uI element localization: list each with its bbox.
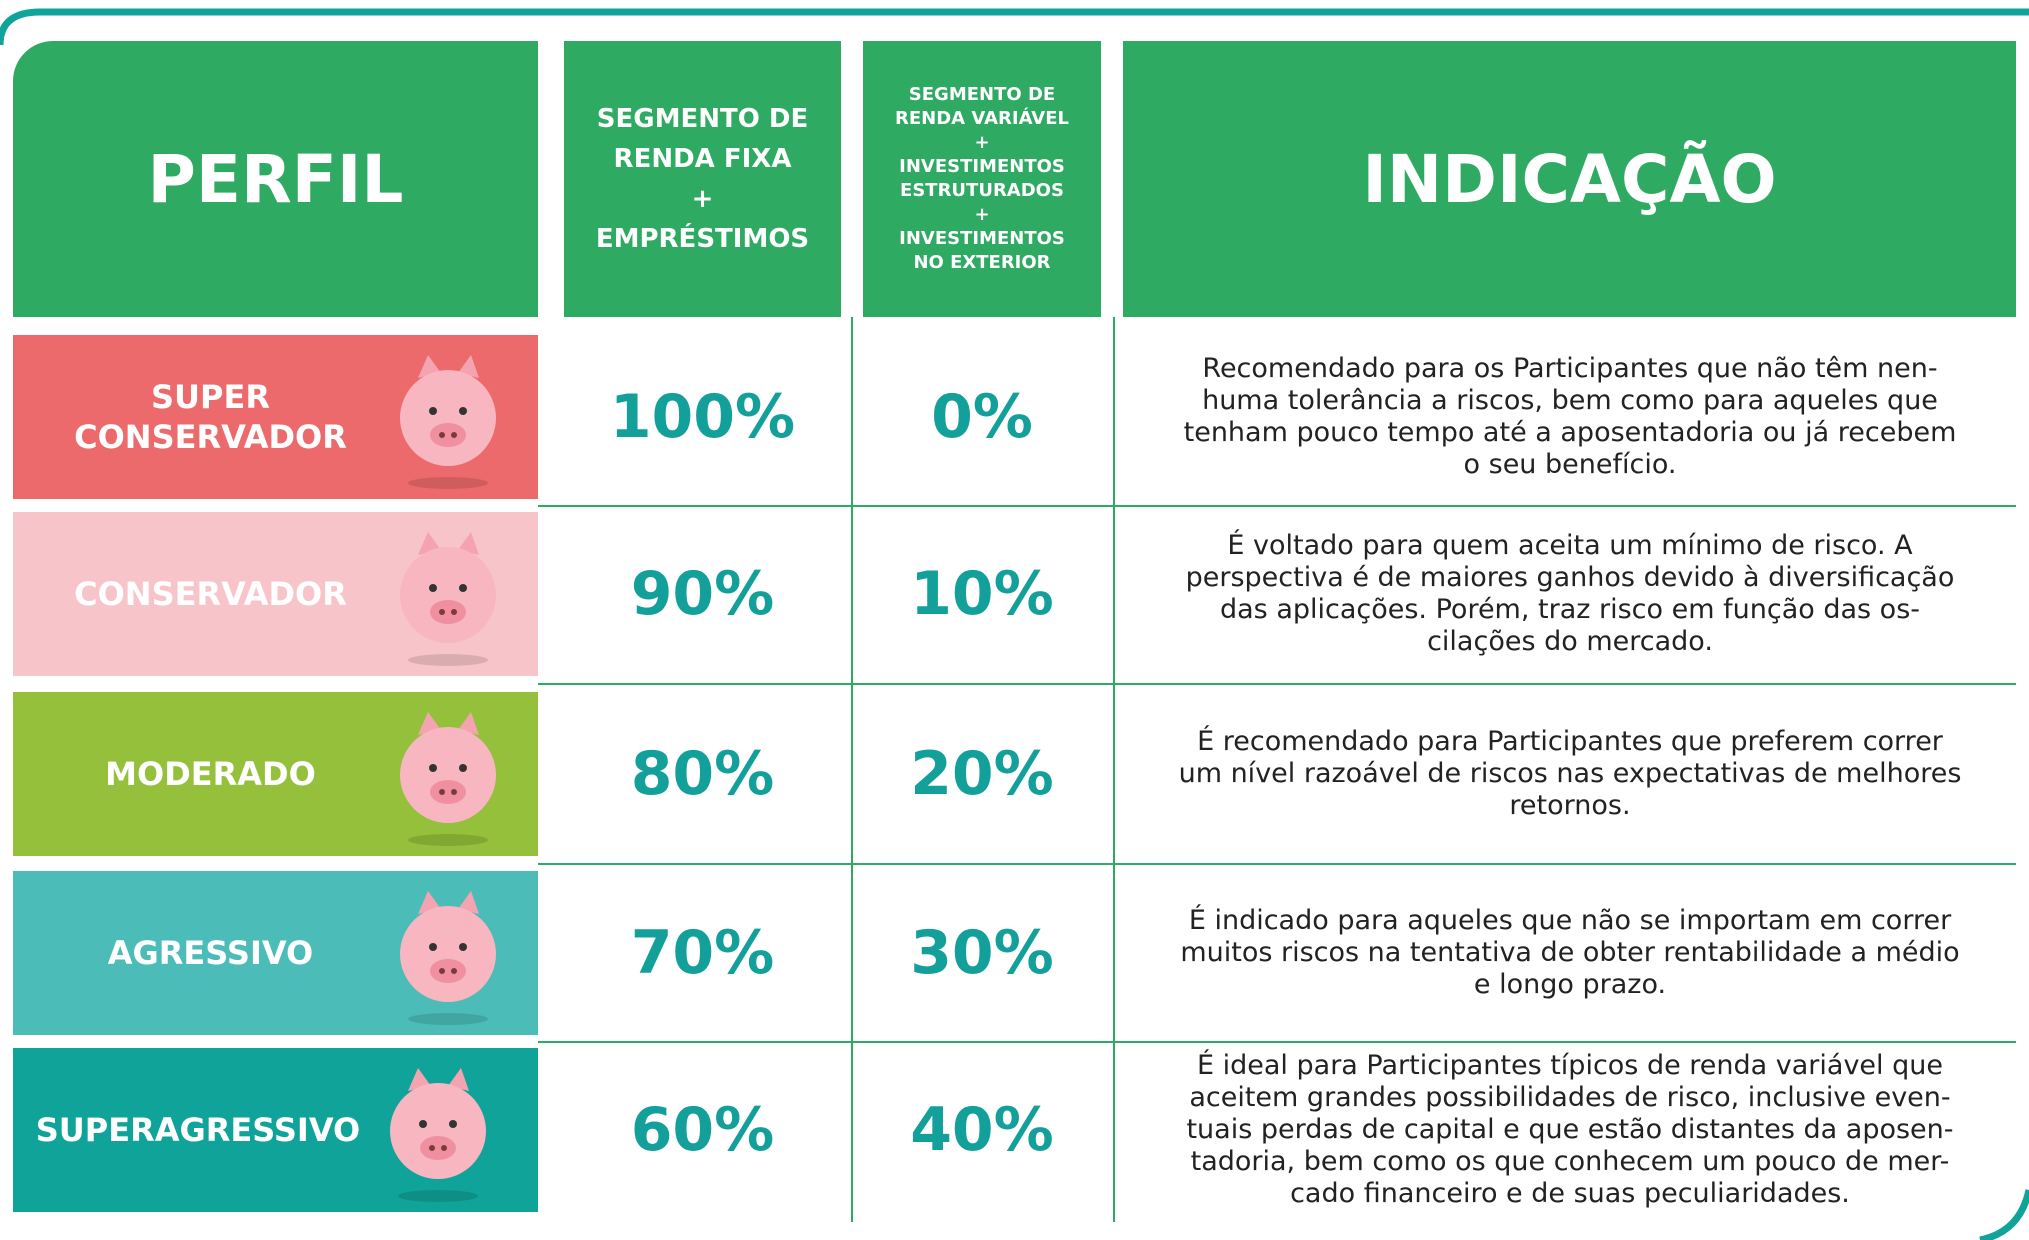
description-line: aceitem grandes possibilidades de risco,… bbox=[1189, 1082, 1951, 1113]
variable-value: 10% bbox=[910, 559, 1054, 629]
fixed-value: 100% bbox=[609, 382, 796, 452]
row-divider bbox=[538, 683, 2016, 685]
description-line: muitos riscos na tentativa de obter rent… bbox=[1180, 937, 1960, 968]
description-cell: Recomendado para os Participantes que nã… bbox=[1120, 335, 2020, 499]
description-line: É voltado para quem aceita um mínimo de … bbox=[1227, 530, 1913, 561]
description-line: tadoria, bem como os que conhecem um pou… bbox=[1190, 1146, 1950, 1177]
fixed-value: 80% bbox=[630, 739, 775, 809]
header-cell: INDICAÇÃO bbox=[1123, 41, 2016, 317]
description-cell: É ideal para Participantes típicos de re… bbox=[1120, 1048, 2020, 1212]
header-line: ESTRUTURADOS bbox=[900, 180, 1064, 201]
header-text: PERFIL bbox=[147, 140, 404, 218]
header-cell: PERFIL bbox=[13, 41, 538, 317]
description-line: É indicado para aqueles que não se impor… bbox=[1188, 905, 1952, 936]
profile-line: CONSERVADOR bbox=[74, 575, 347, 613]
variable-value: 40% bbox=[910, 1095, 1054, 1165]
description-line: tuais perdas de capital e que estão dist… bbox=[1186, 1114, 1954, 1145]
frame-top bbox=[0, 8, 2029, 46]
variable-cell: 40% bbox=[851, 1048, 1113, 1212]
description-line: perspectiva é de maiores ganhos devido à… bbox=[1185, 562, 1955, 593]
description-line: É recomendado para Participantes que pre… bbox=[1197, 726, 1943, 757]
header-cell: SEGMENTO DE RENDA VARIÁVEL + INVESTIMENTOS E… bbox=[863, 41, 1101, 317]
description-line: das aplicações. Porém, traz risco em fun… bbox=[1219, 594, 1921, 625]
variable-cell: 20% bbox=[851, 692, 1113, 856]
description-line: cado financeiro e de suas peculiaridades… bbox=[1290, 1178, 1850, 1209]
description-cell: É recomendado para Participantes que pre… bbox=[1120, 692, 2020, 856]
profile-label: SUPERAGRESSIVO bbox=[13, 1048, 383, 1212]
profile-line: AGRESSIVO bbox=[107, 934, 314, 972]
description-line: É ideal para Participantes típicos de re… bbox=[1196, 1050, 1943, 1081]
pig-icon bbox=[390, 1068, 486, 1202]
description-line: tenham pouco tempo até a aposentadoria o… bbox=[1183, 417, 1957, 448]
variable-value: 30% bbox=[910, 918, 1054, 988]
pig-icon bbox=[400, 355, 496, 489]
description-cell: É voltado para quem aceita um mínimo de … bbox=[1120, 512, 2020, 676]
profile-label: AGRESSIVO bbox=[13, 871, 408, 1035]
profile-label: SUPER CONSERVADOR bbox=[13, 335, 408, 499]
pig-icon bbox=[400, 891, 496, 1025]
header-line: EMPRÉSTIMOS bbox=[595, 224, 810, 254]
description-line: o seu benefício. bbox=[1463, 449, 1677, 480]
fixed-cell: 100% bbox=[564, 335, 841, 499]
divider bbox=[1113, 317, 1115, 1222]
header-line: SEGMENTO DE bbox=[908, 84, 1056, 105]
header-line: NO EXTERIOR bbox=[913, 252, 1051, 273]
profile-cell: SUPER CONSERVADOR bbox=[13, 335, 538, 499]
description-line: retornos. bbox=[1509, 790, 1631, 821]
fixed-cell: 60% bbox=[564, 1048, 841, 1212]
header-line: + bbox=[974, 204, 990, 225]
description-line: e longo prazo. bbox=[1473, 969, 1667, 1000]
pig-icon bbox=[400, 532, 496, 666]
row-divider bbox=[538, 1040, 2016, 1043]
row-divider bbox=[538, 862, 2016, 865]
profile-cell: CONSERVADOR bbox=[13, 512, 538, 676]
header-line: INVESTIMENTOS bbox=[899, 156, 1065, 177]
variable-value: 20% bbox=[910, 739, 1054, 809]
frame-corner bbox=[1979, 1189, 2029, 1240]
description-line: Recomendado para os Participantes que nã… bbox=[1202, 353, 1938, 384]
description-line: um nível razoável de riscos nas expectat… bbox=[1178, 758, 1962, 789]
header-line: + bbox=[974, 132, 990, 153]
profile-label: CONSERVADOR bbox=[13, 512, 408, 676]
variable-cell: 10% bbox=[851, 512, 1113, 676]
header-text: INDICAÇÃO bbox=[1362, 140, 1777, 218]
fixed-cell: 90% bbox=[564, 512, 841, 676]
variable-value: 0% bbox=[931, 382, 1033, 452]
profile-line: SUPERAGRESSIVO bbox=[35, 1111, 361, 1149]
profile-cell: AGRESSIVO bbox=[13, 871, 538, 1035]
header-line: RENDA FIXA bbox=[613, 144, 792, 174]
description-cell: É indicado para aqueles que não se impor… bbox=[1120, 871, 2020, 1035]
pig-icon bbox=[400, 712, 496, 846]
header-line: + bbox=[691, 184, 714, 214]
row-divider bbox=[538, 504, 2016, 507]
profile-line: SUPER bbox=[151, 378, 270, 416]
header-line: INVESTIMENTOS bbox=[899, 228, 1065, 249]
header-line: RENDA VARIÁVEL bbox=[895, 108, 1069, 129]
variable-cell: 0% bbox=[851, 335, 1113, 499]
profile-label: MODERADO bbox=[13, 692, 408, 856]
variable-cell: 30% bbox=[851, 871, 1113, 1035]
header-cell: SEGMENTO DE RENDA FIXA + EMPRÉSTIMOS bbox=[564, 41, 841, 317]
header-line: SEGMENTO DE bbox=[596, 104, 809, 134]
description-line: huma tolerância a riscos, bem como para … bbox=[1202, 385, 1938, 416]
divider bbox=[851, 317, 853, 1222]
fixed-cell: 70% bbox=[564, 871, 841, 1035]
profile-cell: SUPERAGRESSIVO bbox=[13, 1048, 538, 1212]
profile-cell: MODERADO bbox=[13, 692, 538, 856]
description-line: cilações do mercado. bbox=[1427, 626, 1713, 657]
fixed-value: 60% bbox=[630, 1095, 775, 1165]
profile-line: CONSERVADOR bbox=[74, 418, 347, 456]
fixed-value: 90% bbox=[630, 559, 775, 629]
fixed-cell: 80% bbox=[564, 692, 841, 856]
profile-line: MODERADO bbox=[105, 755, 316, 793]
fixed-value: 70% bbox=[630, 918, 775, 988]
